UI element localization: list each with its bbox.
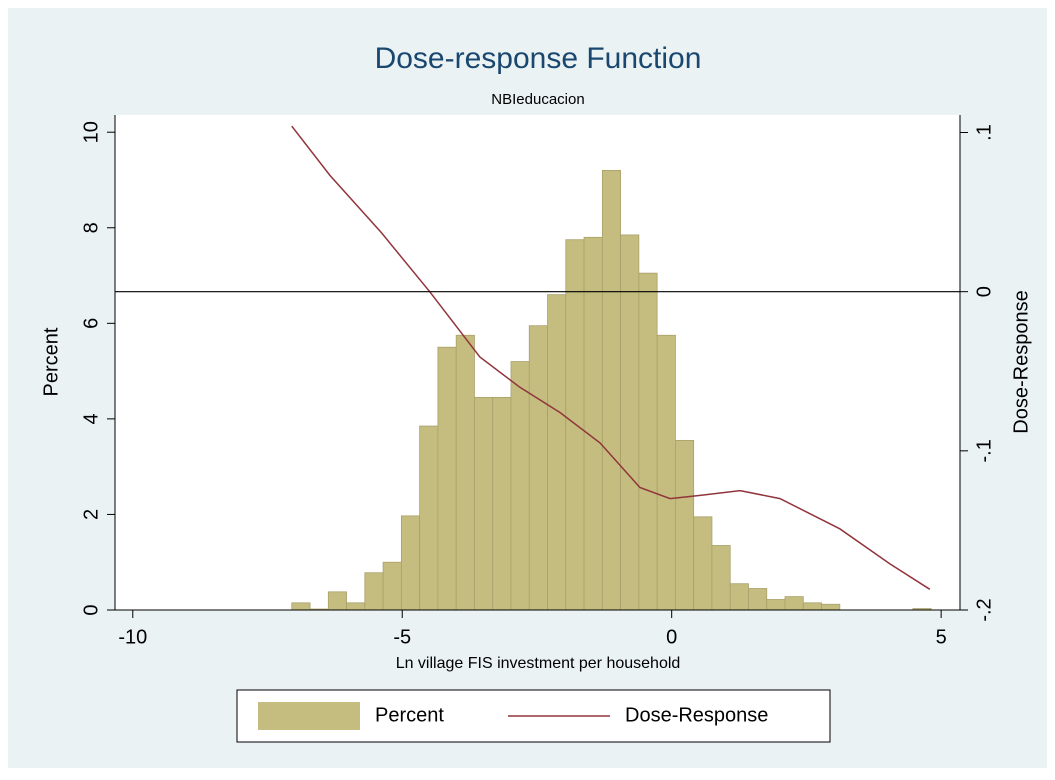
y-tick-label: 4 [80,413,102,424]
y-tick-label: 6 [80,318,102,329]
x-axis-title: Ln village FIS investment per household [396,655,681,672]
histogram-bar [711,545,731,611]
histogram-bar [364,572,384,611]
histogram-bar [821,603,841,611]
histogram-bar [419,425,439,611]
histogram-bar [547,294,567,611]
histogram-bar [510,361,530,611]
histogram-bar [400,515,421,611]
y2-tick-label: 0 [973,286,995,297]
y-axis-title: Percent [40,327,62,396]
y-tick-label: 8 [80,222,102,233]
histogram-bar [675,439,695,611]
y2-tick-label: -.2 [973,598,995,621]
histogram-bar [346,602,366,611]
y2-tick-label: -.1 [973,439,995,462]
legend-label: Dose-Response [625,704,768,726]
legend-label: Percent [375,704,444,726]
histogram-bar [327,591,347,611]
histogram-bar [601,170,621,611]
histogram-bar [492,396,512,611]
histogram-bar [638,272,658,611]
x-tick-label: 0 [666,626,677,648]
histogram-bar [382,561,402,611]
y-tick-label: 2 [80,509,102,520]
histogram-bar [802,602,822,611]
histogram-bar [528,325,548,611]
y-tick-label: 0 [80,604,102,615]
x-tick-label: -5 [393,626,411,648]
histogram-bar [474,396,494,611]
chart-title: Dose-response Function [375,42,702,75]
y-tick-label: 10 [80,121,102,143]
dose-response-line [291,125,931,590]
y2-axis-title: Dose-Response [1010,290,1032,433]
histogram-bar [693,516,713,611]
histogram-bar [766,599,786,611]
y2-tick-label: .1 [973,124,995,141]
chart-subtitle: NBIeducacion [491,91,584,108]
histogram-bar [455,334,475,611]
histogram-bar [748,588,768,611]
histogram-bar [583,236,603,611]
x-tick-label: 5 [936,626,947,648]
histogram-bar [565,239,585,611]
histogram-bar [729,583,749,611]
histogram-bar [437,346,457,611]
legend-swatch [258,702,360,730]
x-tick-label: -10 [118,626,147,648]
histogram-bar [656,334,676,611]
histogram-bar [291,602,311,611]
histogram-bar [784,596,804,611]
